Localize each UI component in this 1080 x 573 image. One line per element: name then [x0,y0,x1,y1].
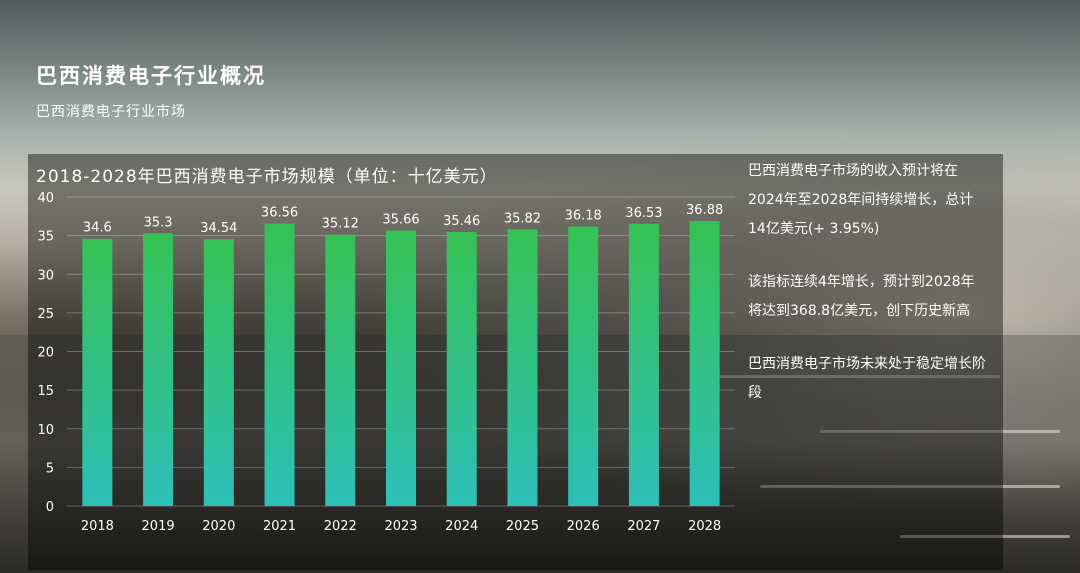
y-tick-label: 0 [46,500,54,515]
y-tick-label: 25 [37,307,54,322]
bar-2023 [386,230,416,507]
x-axis: 2018 2019 2020 2021 2022 2023 2024 2025 2026 2027… [81,519,721,534]
bar-value-label: 35.82 [504,211,541,226]
y-tick-label: 20 [37,346,54,361]
bar-value-label: 35.46 [443,214,480,229]
page-subtitle: 巴西消费电子行业市场 [36,104,186,120]
x-tick-label: 2019 [142,519,175,534]
y-tick-label: 5 [46,461,54,476]
bar-value-label: 36.56 [261,206,298,221]
bar-2027 [628,223,659,506]
insight-record-high: 该指标连续4年增长，预计到2028年将达到368.8亿美元，创下历史新高 [748,274,975,319]
bar-value-label: 36.88 [686,203,723,218]
bars: 34.6 35.3 34.54 36.56 35.12 35.66 35.46 35.82 36… [82,203,723,507]
bar-value-label: 34.6 [83,221,112,236]
x-tick-label: 2018 [81,519,114,534]
bar-2025 [507,229,538,506]
x-tick-label: 2020 [202,519,235,534]
insight-growth-summary: 巴西消费电子市场的收入预计将在2024年至2028年间持续增长，总计14亿美元(… [748,163,974,237]
x-tick-label: 2021 [263,519,296,534]
bar-value-label: 34.54 [200,221,237,236]
y-tick-label: 15 [37,384,54,399]
bar-value-label: 35.12 [322,217,359,232]
y-tick-label: 30 [37,268,54,283]
x-tick-label: 2025 [506,519,539,534]
bar-2021 [264,223,295,506]
insights-panel: 巴西消费电子市场的收入预计将在2024年至2028年间持续增长，总计14亿美元(… [748,157,988,432]
y-tick-label: 40 [37,191,54,206]
bar-value-label: 36.53 [625,206,662,221]
bar-2020 [203,239,234,506]
x-tick-label: 2027 [627,519,660,534]
x-tick-label: 2022 [324,519,357,534]
bar-value-label: 35.3 [144,215,173,230]
insight-stable-growth: 巴西消费电子市场未来处于稳定增长阶段 [748,356,986,401]
y-axis: 0 5 10 15 20 25 30 35 40 [37,191,54,515]
x-tick-label: 2024 [445,519,478,534]
bar-2026 [568,226,599,506]
x-tick-label: 2023 [384,519,417,534]
x-tick-label: 2028 [688,519,721,534]
bar-2018 [82,238,113,506]
x-tick-label: 2026 [567,519,600,534]
bar-2019 [143,233,174,506]
background-sea [0,335,1080,573]
bar-value-label: 36.18 [565,209,602,224]
bar-2022 [325,234,356,506]
page-title: 巴西消费电子行业概况 [36,64,266,88]
chart-title: 2018-2028年巴西消费电子市场规模（单位：十亿美元） [36,167,498,187]
y-tick-label: 35 [37,230,54,245]
bar-2024 [446,232,477,506]
bar-2028 [689,221,720,507]
y-tick-label: 10 [37,423,54,438]
bar-value-label: 35.66 [382,213,419,228]
